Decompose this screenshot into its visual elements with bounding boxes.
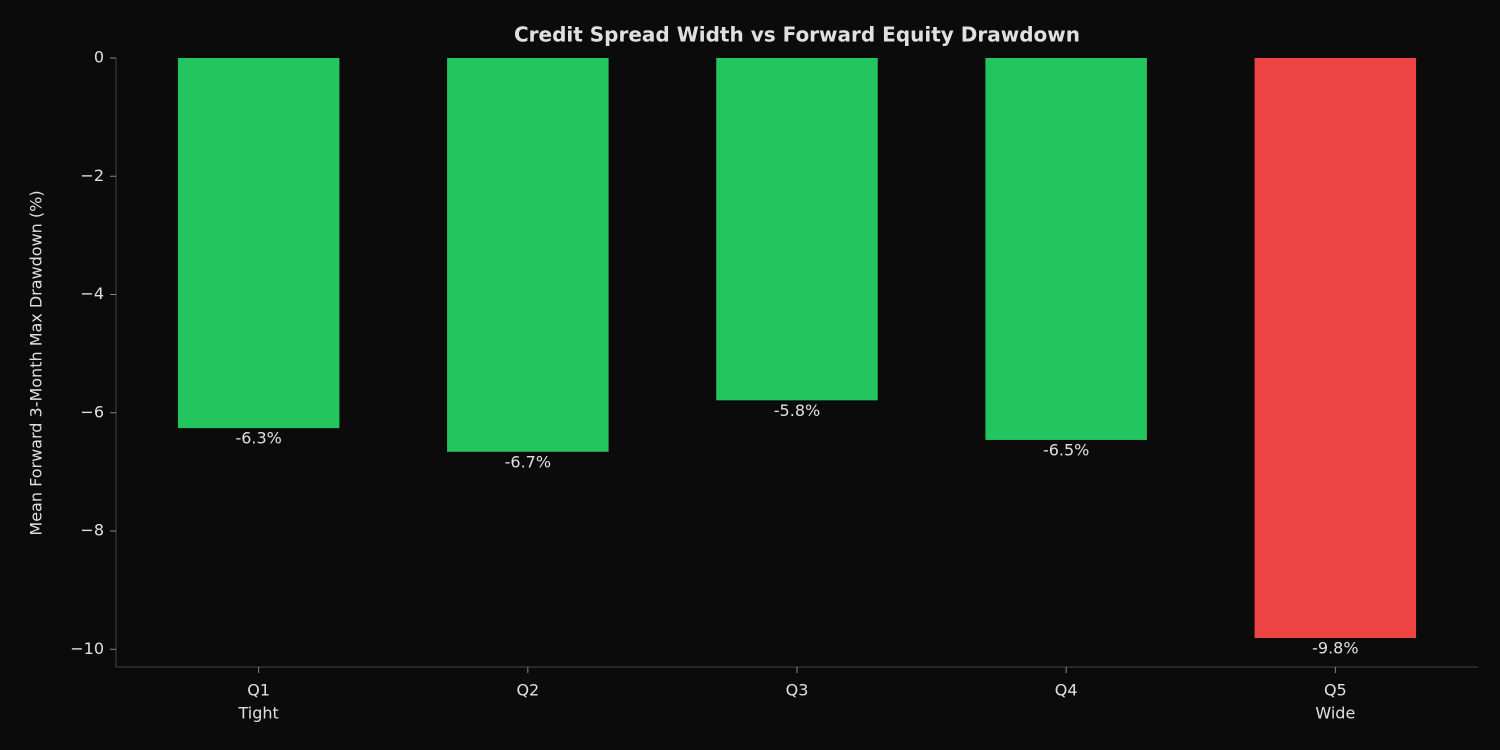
chart-title: Credit Spread Width vs Forward Equity Dr… xyxy=(514,23,1080,47)
x-tick-label: Q3 xyxy=(786,681,809,700)
y-tick-label: 0 xyxy=(94,48,104,67)
bar xyxy=(177,58,340,429)
value-label: -9.8% xyxy=(1312,639,1358,658)
value-label: -6.7% xyxy=(505,452,551,471)
x-tick-sublabel: Wide xyxy=(1315,704,1355,723)
x-tick-label: Q4 xyxy=(1055,681,1078,700)
bar xyxy=(716,58,878,401)
y-tick-label: −6 xyxy=(80,402,104,421)
bar xyxy=(985,58,1147,440)
x-tick-label: Q2 xyxy=(516,681,539,700)
value-label: -6.5% xyxy=(1043,440,1089,459)
y-tick-label: −8 xyxy=(80,521,104,540)
y-tick-label: −2 xyxy=(80,166,104,185)
y-axis-label: Mean Forward 3-Month Max Drawdown (%) xyxy=(27,190,46,535)
y-tick-label: −10 xyxy=(70,639,104,658)
bar xyxy=(1254,58,1417,639)
x-tick-label: Q1 xyxy=(247,681,270,700)
bar xyxy=(447,58,609,452)
y-tick-label: −4 xyxy=(80,284,104,303)
x-tick-label: Q5 xyxy=(1324,681,1347,700)
value-label: -5.8% xyxy=(774,401,820,420)
value-label: -6.3% xyxy=(235,429,281,448)
x-tick-sublabel: Tight xyxy=(238,704,279,723)
